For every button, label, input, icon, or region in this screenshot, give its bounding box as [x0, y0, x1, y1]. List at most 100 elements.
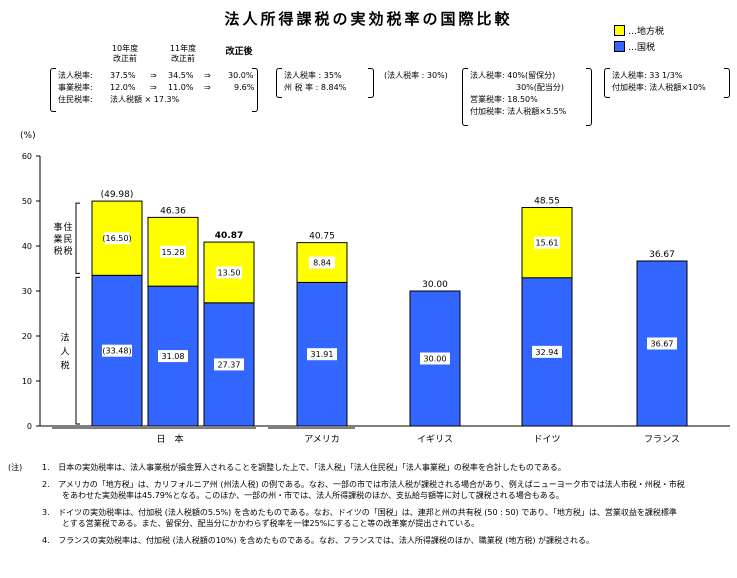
france-rates-brace-right — [724, 68, 730, 98]
y-tick-label: 0 — [27, 422, 32, 431]
y-tick-label: 60 — [22, 152, 32, 161]
arrow-icon: ⇒ — [204, 83, 211, 92]
y-tick-label: 40 — [22, 242, 32, 251]
usa-rates-brace-left — [276, 68, 282, 98]
note-text: フランスの実効税率は、付加税 (法人税額の10%) を含めたものである。なお、フ… — [58, 536, 595, 545]
bar-national-label: 32.94 — [536, 348, 559, 357]
uk-rates: (法人税率 : 30%) — [384, 70, 448, 82]
local-bracket — [75, 202, 80, 274]
bar-national-label: (33.48) — [102, 347, 131, 356]
bar-national-label: 27.37 — [218, 360, 241, 369]
legend-item-local: …地方税 — [614, 24, 664, 37]
bar-total-label: 30.00 — [422, 280, 448, 290]
side-label-local-char: 業 — [53, 233, 62, 245]
x-group-label: ドイツ — [533, 435, 560, 445]
rate-value-after: 9.6% — [234, 83, 255, 92]
rate-value-mid: 34.5% — [168, 71, 194, 80]
local-label-bg — [160, 245, 186, 258]
side-label-local-char: 税 — [53, 245, 62, 257]
germany-rate-line: 営業税率: 18.50% — [470, 95, 538, 104]
note-text: をあわせた実効税率は45.79%となる。このほか、一部の州・市では、法人所得課税… — [62, 491, 564, 500]
arrow-icon: ⇒ — [150, 83, 157, 92]
japan-rates-brace-right — [252, 68, 258, 112]
side-label-local-char: 民 — [63, 234, 72, 245]
local-label-bg — [104, 232, 130, 245]
note-item: 4. フランスの実効税率は、付加税 (法人税額の10%) を含めたものである。な… — [42, 535, 685, 546]
japan-col3-header: 改正後 — [225, 47, 253, 57]
bar-local-label: 8.84 — [313, 259, 331, 268]
rate-value-mid: 11.0% — [168, 83, 194, 92]
note-number: 2. — [42, 480, 50, 489]
japan-col2-line2: 改正前 — [171, 54, 195, 63]
local-label-bg — [309, 256, 335, 269]
x-group-label: 日 本 — [156, 433, 183, 445]
japan-rate-row: 法人税率: 37.5% ⇒ 34.5% ⇒ 30.0% — [58, 70, 258, 82]
side-label-national-char: 法 — [60, 332, 69, 344]
france-rates-brace-left — [604, 68, 610, 98]
legend-label-local: …地方税 — [628, 27, 665, 37]
japan-col1-line2: 改正前 — [113, 54, 137, 63]
side-label-local-char: 税 — [63, 245, 72, 257]
usa-rate-line: 法人税率 : 35% — [284, 71, 342, 80]
side-label-local-char: 事 — [53, 221, 62, 233]
note-item: 1. 日本の実効税率は、法人事業税が損金算入されることを調整した上で、「法人税」… — [42, 462, 685, 473]
bar-total-label: 40.75 — [309, 232, 335, 242]
usa-rates: 法人税率 : 35% 州 税 率 : 8.84% — [284, 70, 346, 94]
national-label-bg — [532, 345, 562, 358]
france-rate-line: 法人税率: 33 1/3% — [612, 71, 683, 80]
note-item: 2. アメリカの「地方税」は、カリフォルニア州 (州法人税) の例である。なお、… — [42, 479, 685, 501]
note-item: 3. ドイツの実効税率は、付加税 (法人税額の5.5%) を含めたものである。な… — [42, 507, 685, 529]
germany-rate-line: 法人税率: 40%(留保分) — [470, 71, 556, 80]
rate-value-before: 37.5% — [110, 71, 136, 80]
arrow-icon: ⇒ — [204, 71, 211, 80]
bar-national-label: 36.67 — [651, 339, 674, 348]
japan-col1-line1: 10年度 — [111, 44, 139, 53]
note-text: ドイツの実効税率は、付加税 (法人税額の5.5%) を含めたものである。なお、ド… — [58, 508, 677, 517]
note-text: 日本の実効税率は、法人事業税が損金算入されることを調整した上で、「法人税」「法人… — [58, 463, 566, 472]
chart-title: 法人所得課税の実効税率の国際比較 — [224, 10, 513, 28]
japan-col2-line1: 11年度 — [169, 44, 197, 53]
japan-rate-row: 住民税率: 法人税額 × 17.3% — [58, 94, 258, 106]
bar-total-label: (49.98) — [101, 190, 134, 200]
notes-marker: (注) — [8, 463, 23, 472]
bar-local-label: 15.61 — [536, 239, 559, 248]
france-rates: 法人税率: 33 1/3% 付加税率: 法人税額×10% — [612, 70, 706, 94]
national-label-bg — [647, 337, 677, 350]
france-rate-line: 付加税率: 法人税額×10% — [612, 83, 706, 92]
note-number: 3. — [42, 508, 50, 517]
y-tick-label: 10 — [22, 377, 32, 386]
side-label-national-char: 税 — [60, 360, 69, 372]
bar-national — [636, 260, 688, 427]
bar-local-label: 13.50 — [218, 268, 241, 277]
legend-swatch-national — [614, 41, 625, 52]
germany-rate-line: 付加税率: 法人税額×5.5% — [470, 107, 567, 116]
x-group-label: フランス — [644, 434, 680, 445]
germany-rates-brace-left — [462, 68, 468, 126]
usa-rate-line: 州 税 率 : 8.84% — [284, 83, 347, 92]
bar-chart: (%) 0 10 20 30 40 50 60 (16.50) (33.48) (49.98) 1… — [20, 131, 730, 445]
national-label-bg — [420, 352, 450, 365]
bar-national-label: 30.00 — [424, 355, 447, 364]
x-group-label: アメリカ — [304, 434, 340, 445]
notes-list: 1. 日本の実効税率は、法人事業税が損金算入されることを調整した上で、「法人税」… — [42, 462, 685, 546]
rate-value-before: 12.0% — [110, 83, 136, 92]
side-label-national-char: 人 — [60, 347, 69, 358]
national-label-bg — [307, 348, 337, 361]
bar-total-label: 48.55 — [534, 197, 560, 207]
note-text: アメリカの「地方税」は、カリフォルニア州 (州法人税) の例である。なお、一部の… — [58, 480, 685, 489]
bar-national-label: 31.91 — [311, 350, 334, 359]
rate-label: 事業税率: — [58, 83, 93, 92]
bar-local-label: 15.28 — [162, 248, 185, 257]
x-labels-group: 日 本 アメリカ イギリス ドイツ フランス — [52, 427, 680, 445]
arrow-icon: ⇒ — [150, 71, 157, 80]
rate-label: 住民税率: — [58, 95, 93, 104]
y-tick-label: 30 — [22, 287, 32, 296]
note-number: 1. — [42, 463, 50, 472]
japan-col2-header: 11年度 改正前 — [158, 44, 208, 64]
rate-value-before: 法人税額 × 17.3% — [110, 95, 180, 104]
germany-rate-line: 30%(配当分) — [516, 83, 565, 92]
bar-total-label: 40.87 — [215, 231, 243, 241]
x-group-label: イギリス — [417, 434, 453, 445]
legend-swatch-local — [614, 25, 625, 36]
